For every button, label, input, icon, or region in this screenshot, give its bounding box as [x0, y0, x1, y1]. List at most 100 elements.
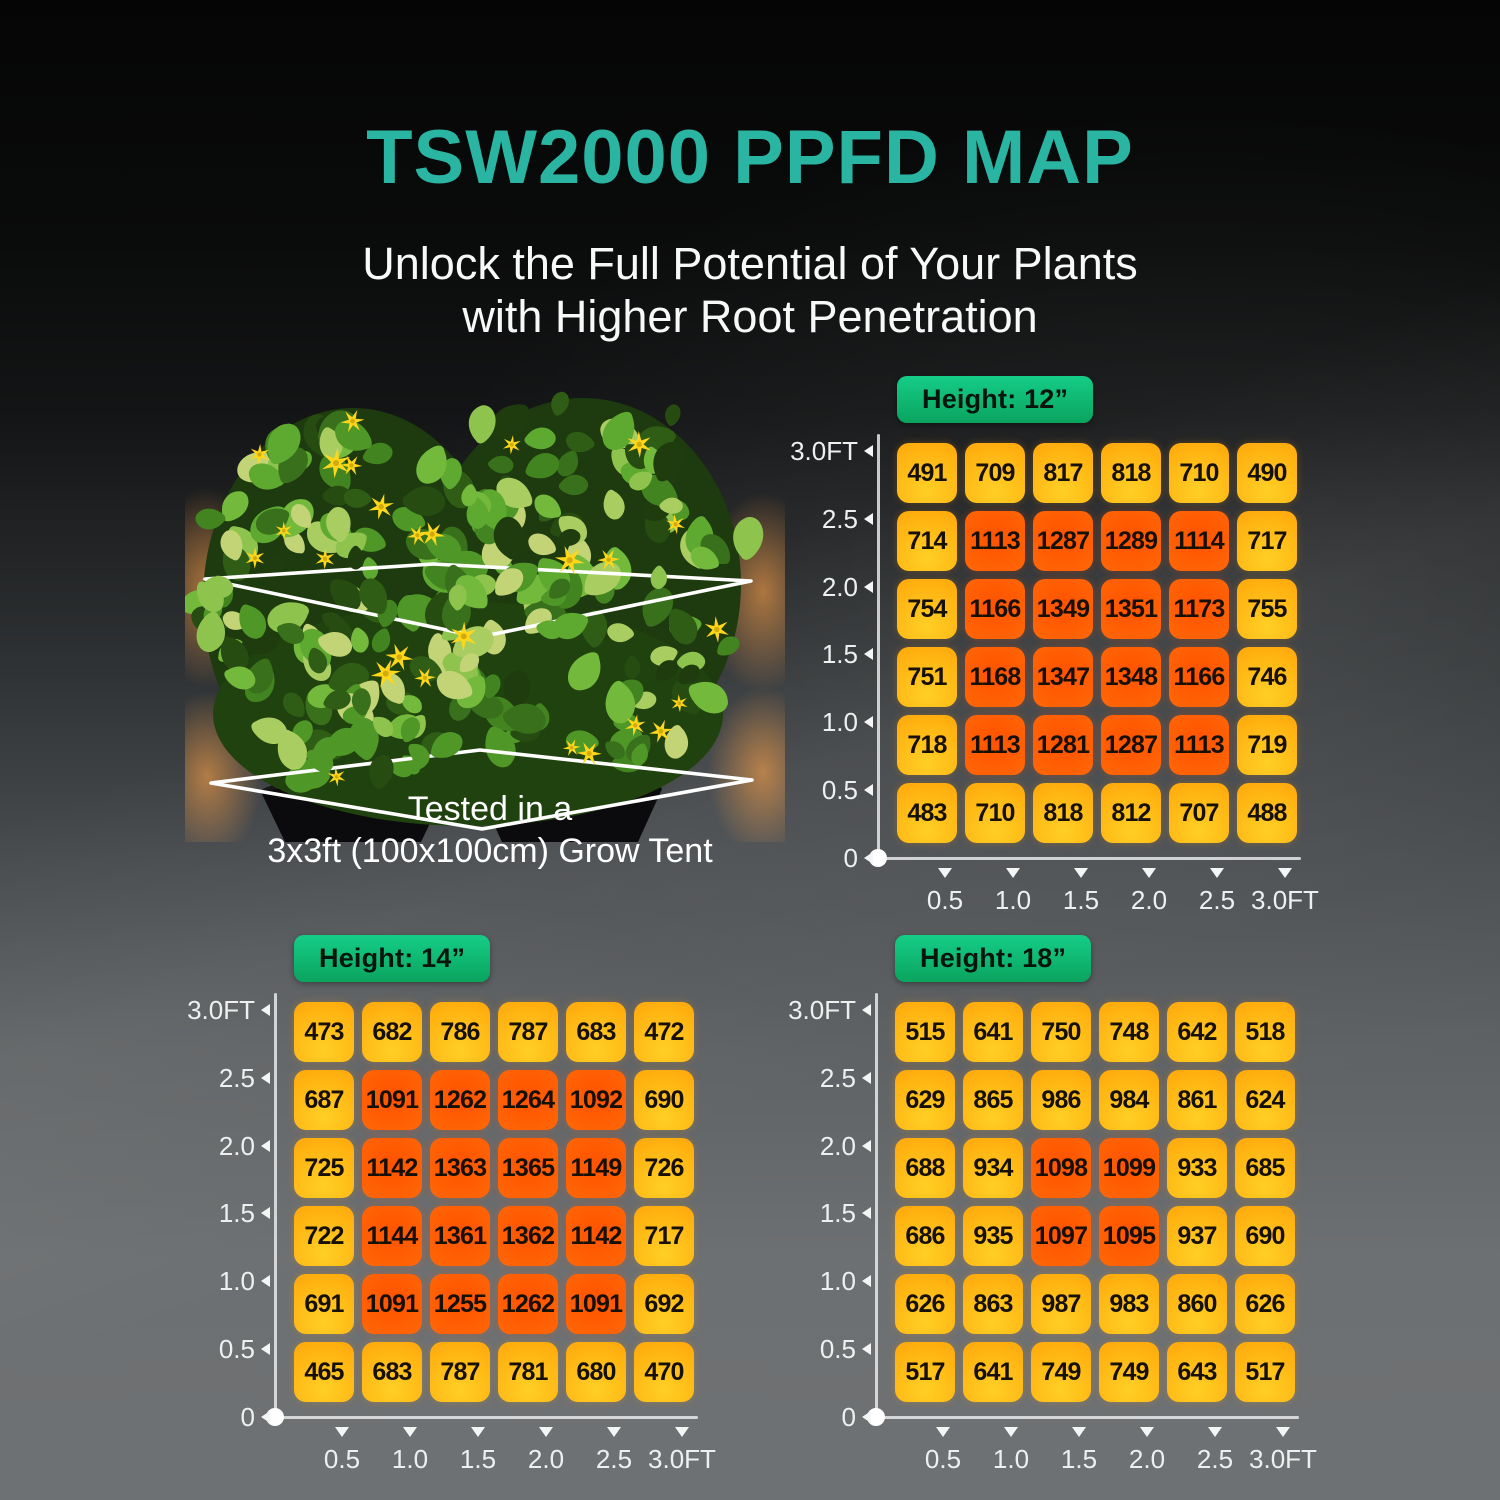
y-axis-label: 3.0FT	[187, 995, 255, 1025]
y-axis-tick	[261, 1275, 270, 1288]
ppfd-cell: 707	[1169, 783, 1229, 843]
x-axis-tick	[1004, 1427, 1018, 1437]
x-axis-label: 2.0	[527, 1444, 565, 1474]
y-axis-tick	[864, 580, 873, 593]
y-axis-label: 1.5	[819, 1198, 856, 1229]
x-axis-tick	[1142, 868, 1156, 878]
ppfd-cell: 642	[1167, 1002, 1227, 1062]
ppfd-cell: 935	[963, 1206, 1023, 1266]
height-badge-label: Height: 14”	[319, 943, 466, 973]
heatmap-plot: 3.0FT 2.5 2.0 1.5 1.0 0.5 0 0.5 1.0 1.5 2.0 2.5 3.0F…	[776, 929, 1321, 1489]
ppfd-cell: 692	[634, 1274, 694, 1334]
ppfd-cell: 1144	[362, 1206, 422, 1266]
ppfd-cell: 473	[294, 1002, 354, 1062]
ppfd-cell: 518	[1235, 1002, 1295, 1062]
y-axis-tick	[862, 1275, 871, 1288]
ppfd-cell: 1095	[1099, 1206, 1159, 1266]
ppfd-cell: 483	[897, 783, 957, 843]
ppfd-chart-height-18in: Height: 18” 3.0FT 2.5 2.0 1.5 1.0 0.5 0 0.5 1.0 1…	[776, 929, 1321, 1489]
ppfd-cell: 983	[1099, 1274, 1159, 1334]
x-axis-label: 0.5	[926, 885, 964, 915]
axis-line-horizontal	[874, 1415, 1299, 1419]
x-axis-label: 2.5	[1198, 885, 1236, 915]
y-axis-tick	[864, 648, 873, 661]
ppfd-chart-height-14in: Height: 14” 3.0FT 2.5 2.0 1.5 1.0 0.5 0 0.5 1.0 1…	[175, 929, 720, 1489]
ppfd-cell: 710	[1169, 443, 1229, 503]
grow-tent-photo	[185, 372, 785, 842]
y-axis-label: 1.5	[218, 1198, 255, 1229]
ppfd-cell: 517	[895, 1342, 955, 1402]
y-axis-label: 2.5	[821, 503, 858, 534]
ppfd-cell: 641	[963, 1002, 1023, 1062]
y-axis-label: 3.0FT	[790, 436, 858, 466]
tent-caption-line-1: Tested in a	[407, 790, 573, 828]
ppfd-cell: 1166	[965, 579, 1025, 639]
x-axis-tick	[335, 1427, 349, 1437]
ppfd-cell: 1092	[566, 1070, 626, 1130]
ppfd-cell: 1168	[965, 647, 1025, 707]
x-axis-label: 2.5	[595, 1444, 633, 1474]
height-badge: Height: 12”	[897, 376, 1094, 423]
ppfd-cell: 1262	[498, 1274, 558, 1334]
ppfd-cell: 1113	[965, 511, 1025, 571]
y-axis-label: 2.0	[821, 571, 858, 602]
height-badge: Height: 18”	[895, 935, 1092, 982]
x-axis-tick	[675, 1427, 689, 1437]
y-axis-label: 0.5	[218, 1334, 255, 1364]
ppfd-cell: 865	[963, 1070, 1023, 1130]
ppfd-cell: 751	[897, 647, 957, 707]
y-axis-label: 1.0	[821, 707, 858, 738]
ppfd-cell: 488	[1237, 783, 1297, 843]
ppfd-cell: 1365	[498, 1138, 558, 1198]
y-axis-label: 0	[841, 1401, 856, 1432]
ppfd-cell: 1113	[1169, 715, 1229, 775]
ppfd-cell: 1113	[965, 715, 1025, 775]
ppfd-cell: 726	[634, 1138, 694, 1198]
y-axis-label: 0.5	[821, 775, 858, 805]
axis-line-vertical	[273, 993, 277, 1417]
y-axis-tick	[864, 512, 873, 525]
x-axis-label: 1.5	[1062, 885, 1100, 915]
ppfd-cell: 626	[895, 1274, 955, 1334]
x-axis-label: 3.0FT	[1251, 885, 1319, 915]
ppfd-cell: 748	[1099, 1002, 1159, 1062]
x-axis-label: 1.0	[391, 1444, 429, 1474]
ppfd-cell: 1173	[1169, 579, 1229, 639]
ppfd-cell: 515	[895, 1002, 955, 1062]
ppfd-cell: 1287	[1033, 511, 1093, 571]
ppfd-cell: 691	[294, 1274, 354, 1334]
ppfd-cell: 933	[1167, 1138, 1227, 1198]
ppfd-cell: 1091	[362, 1274, 422, 1334]
tent-caption-line-2: 3x3ft (100x100cm) Grow Tent	[267, 832, 713, 871]
x-axis-tick	[1210, 868, 1224, 878]
ppfd-cell: 1262	[430, 1070, 490, 1130]
ppfd-cell: 490	[1237, 443, 1297, 503]
ppfd-cell: 680	[566, 1342, 626, 1402]
axis-line-vertical	[874, 993, 878, 1417]
ppfd-cell: 688	[895, 1138, 955, 1198]
ppfd-cell: 1142	[362, 1138, 422, 1198]
y-axis-tick	[862, 1343, 871, 1355]
x-axis-tick	[471, 1427, 485, 1437]
axis-line-vertical	[876, 434, 880, 858]
y-axis-label: 0	[843, 842, 858, 873]
ppfd-cell: 754	[897, 579, 957, 639]
ppfd-cell: 987	[1031, 1274, 1091, 1334]
y-axis-label: 0.5	[819, 1334, 856, 1364]
x-axis-tick	[1140, 1427, 1154, 1437]
y-axis-label: 0	[240, 1401, 255, 1432]
ppfd-cell: 470	[634, 1342, 694, 1402]
x-axis-label: 3.0FT	[1249, 1444, 1317, 1474]
tent-caption: Tested in a 3x3ft (100x100cm) Grow Tent	[190, 788, 790, 872]
x-axis-label: 3.0FT	[648, 1444, 716, 1474]
ppfd-cell: 861	[1167, 1070, 1227, 1130]
ppfd-cell: 517	[1235, 1342, 1295, 1402]
y-axis-label: 1.0	[218, 1266, 255, 1297]
ppfd-cell: 986	[1031, 1070, 1091, 1130]
ppfd-cell: 714	[897, 511, 957, 571]
ppfd-cell: 465	[294, 1342, 354, 1402]
x-axis-tick	[1072, 1427, 1086, 1437]
page-subtitle: Unlock the Full Potential of Your Plants…	[0, 238, 1500, 343]
ppfd-cell: 690	[1235, 1206, 1295, 1266]
ppfd-cell: 863	[963, 1274, 1023, 1334]
